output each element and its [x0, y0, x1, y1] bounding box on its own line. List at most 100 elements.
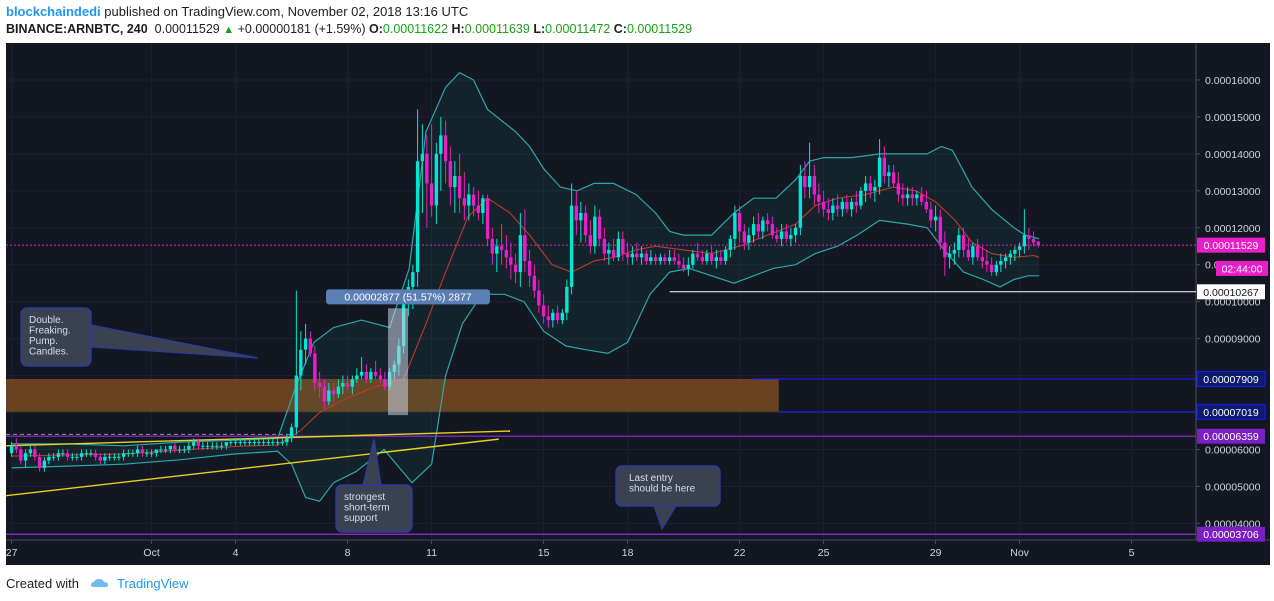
x-tick-label: 25 — [818, 547, 830, 559]
candle-body — [700, 257, 705, 262]
candle — [135, 445, 140, 457]
candle-body — [294, 375, 299, 428]
candle-body — [89, 453, 93, 455]
publish-line: blockchaindedi published on TradingView.… — [6, 4, 468, 19]
candle — [658, 253, 663, 265]
chart-container[interactable]: 0.00002877 (51.57%) 2877 Double. Freaking… — [6, 43, 1270, 565]
candle — [877, 139, 882, 195]
candle — [308, 331, 313, 358]
candle — [929, 201, 933, 228]
candle-body — [756, 224, 761, 232]
candle — [257, 438, 261, 446]
candle — [583, 205, 588, 243]
candle-body — [373, 371, 378, 376]
candle-body — [733, 212, 737, 239]
callout-text-line: Freaking. — [29, 326, 71, 337]
candle-body — [457, 176, 462, 199]
candle — [966, 238, 971, 262]
candle-body — [565, 286, 569, 313]
candle — [434, 142, 439, 225]
candle — [168, 445, 173, 454]
candle — [775, 227, 779, 243]
candle-body — [686, 264, 691, 269]
candle — [238, 438, 243, 446]
candle-body — [551, 312, 555, 321]
candle — [201, 442, 205, 450]
candlestick-chart[interactable]: 0.00002877 (51.57%) 2877 Double.Freaking… — [6, 43, 1270, 565]
candle-body — [929, 209, 933, 221]
candle — [849, 198, 854, 217]
x-tick-label: 29 — [930, 547, 942, 559]
candle-body — [359, 371, 364, 376]
candle-body — [154, 449, 159, 454]
tradingview-logo-icon — [89, 577, 111, 592]
candle-body — [135, 449, 140, 454]
candle — [350, 375, 355, 395]
price-change: +0.00000181 (+1.59%) — [237, 22, 366, 36]
callout-box — [335, 484, 413, 533]
candle-body — [289, 427, 294, 439]
candle — [219, 442, 224, 450]
candle-body — [14, 445, 19, 450]
candle-body — [555, 312, 560, 321]
candle — [630, 246, 635, 265]
basis-line — [11, 186, 1040, 457]
candle — [574, 190, 579, 236]
candle — [859, 187, 863, 210]
callout-text-line: Pump. — [29, 336, 58, 347]
candle — [910, 187, 915, 206]
candle — [285, 434, 289, 446]
tradingview-brand-link[interactable]: TradingView — [116, 576, 189, 591]
candle — [145, 449, 149, 457]
candle-body — [51, 456, 56, 458]
candle-body — [891, 172, 896, 184]
candle-body — [345, 382, 350, 387]
candle-body — [658, 257, 663, 262]
candle-body — [938, 216, 943, 243]
candle — [75, 453, 79, 461]
candle-body — [826, 209, 831, 213]
candle-body — [994, 264, 999, 273]
candle — [19, 445, 23, 465]
candle-body — [266, 442, 271, 444]
candle — [457, 153, 462, 213]
x-tick-label: 18 — [622, 547, 634, 559]
candle-body — [583, 212, 588, 236]
x-tick-label: 22 — [734, 547, 746, 559]
candle — [103, 453, 107, 465]
candle-body — [630, 253, 635, 258]
candle — [495, 238, 499, 273]
candle — [723, 246, 728, 265]
candle-body — [775, 235, 779, 239]
symbol-label: BINANCE:ARNBTC, 240 — [6, 22, 148, 36]
candle — [779, 224, 784, 247]
candle-body — [504, 249, 509, 258]
candle — [462, 172, 467, 221]
candle — [383, 371, 387, 391]
low-label: L: — [533, 22, 546, 36]
candle — [565, 279, 569, 321]
callout-text-line: short-term — [344, 503, 390, 514]
candle — [523, 209, 527, 273]
candle-body — [639, 253, 644, 258]
candle-body — [177, 449, 182, 451]
candle-body — [915, 194, 919, 199]
candle — [793, 224, 798, 243]
candle — [733, 205, 737, 250]
candle — [551, 309, 555, 328]
candle-body — [751, 224, 756, 236]
candle-body — [719, 257, 723, 262]
candle — [369, 368, 373, 383]
candle — [322, 379, 327, 409]
author-username[interactable]: blockchaindedi — [6, 4, 101, 19]
candle-body — [252, 442, 257, 444]
candle-body — [322, 386, 327, 402]
candle — [373, 360, 378, 380]
candle — [784, 224, 789, 243]
x-tick-label: Nov — [1010, 547, 1029, 559]
candle-body — [1031, 238, 1036, 243]
candle — [159, 445, 163, 454]
candle — [560, 309, 565, 324]
y-tick-label: 0.00005000 — [1205, 481, 1261, 493]
candle-body — [9, 445, 14, 454]
